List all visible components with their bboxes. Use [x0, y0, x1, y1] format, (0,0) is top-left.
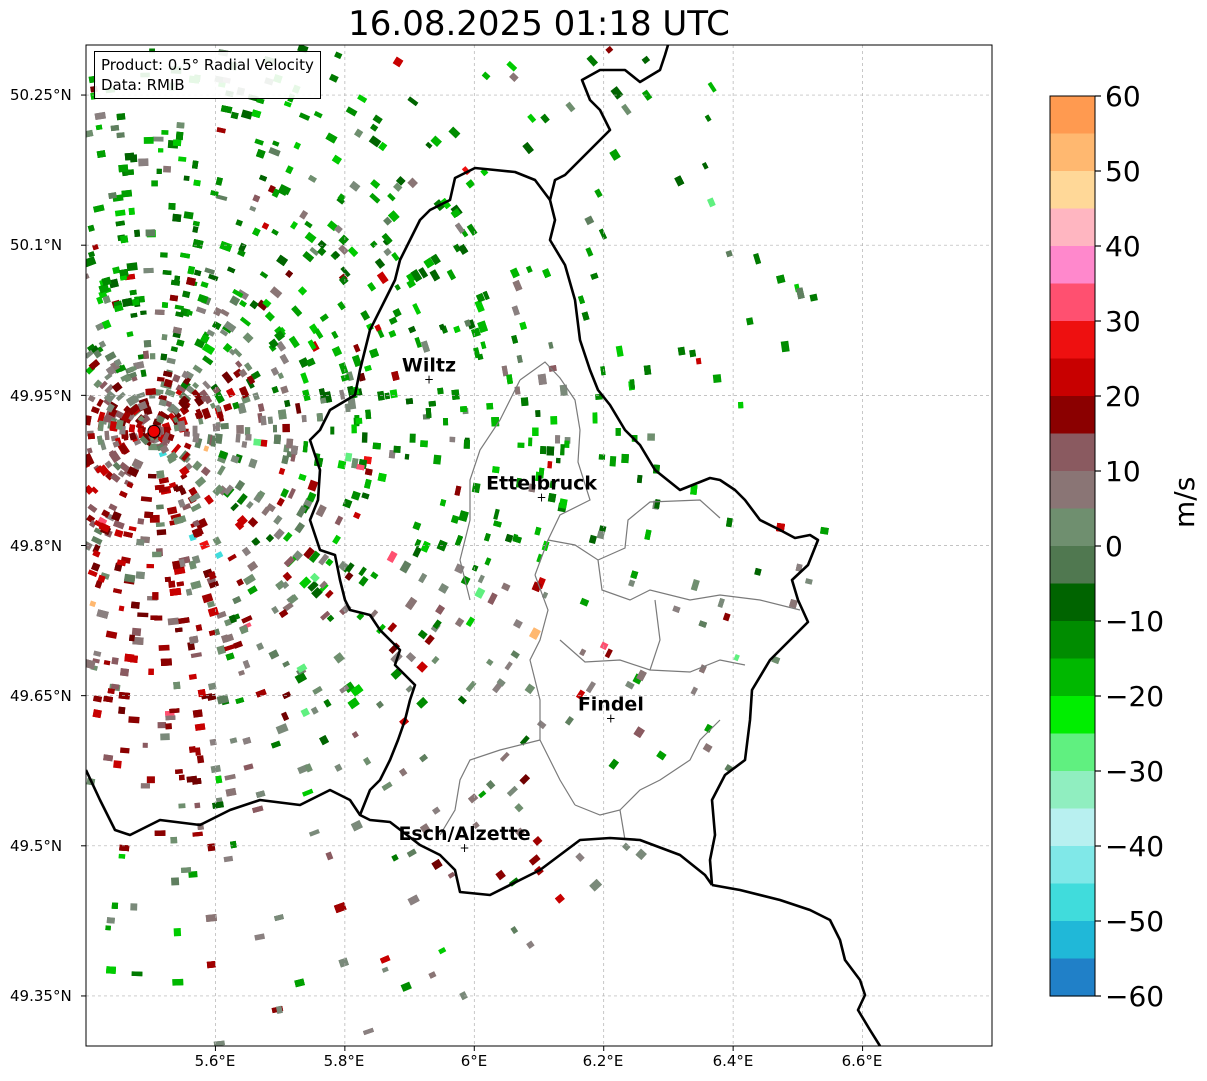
- city-label-3: Esch/Alzette: [398, 823, 530, 845]
- colorbar: [1050, 96, 1095, 997]
- colorbar-swatch: [1050, 771, 1095, 810]
- lon-label-6-6: 6.6°E: [841, 1052, 883, 1070]
- city-marker-2: +: [606, 712, 616, 726]
- colorbar-swatch: [1050, 696, 1095, 735]
- lat-label-49-95: 49.95°N: [10, 387, 72, 405]
- colorbar-label-minus40: −40: [1105, 830, 1165, 863]
- city-label-1: Ettelbruck: [486, 472, 597, 494]
- data-source-label: Data: RMIB: [101, 76, 185, 94]
- lon-label-5-6: 5.6°E: [194, 1052, 236, 1070]
- colorbar-swatch: [1050, 133, 1095, 172]
- city-label-2: Findel: [578, 694, 644, 716]
- colorbar-swatch: [1050, 846, 1095, 885]
- colorbar-swatch: [1050, 658, 1095, 697]
- lat-label-49-65: 49.65°N: [10, 687, 72, 705]
- colorbar-label-30: 30: [1105, 305, 1141, 338]
- city-marker-0: +: [424, 372, 434, 386]
- colorbar-swatch: [1050, 358, 1095, 397]
- radar-site-marker: [147, 424, 161, 438]
- axis-ticks: [81, 94, 864, 1051]
- colorbar-label-10: 10: [1105, 455, 1141, 488]
- colorbar-swatch: [1050, 733, 1095, 772]
- lat-label-49-8: 49.8°N: [10, 537, 63, 555]
- city-label-0: Wiltz: [402, 354, 456, 376]
- colorbar-swatch: [1050, 283, 1095, 322]
- colorbar-label-40: 40: [1105, 230, 1141, 263]
- lon-label-6-2: 6.2°E: [582, 1052, 624, 1070]
- colorbar-label-60: 60: [1105, 80, 1141, 113]
- colorbar-unit-label: m/s: [1168, 476, 1201, 528]
- radar-echoes: [86, 45, 829, 1046]
- colorbar-swatch: [1050, 171, 1095, 210]
- map-title: 16.08.2025 01:18 UTC: [348, 4, 730, 44]
- colorbar-label-minus60: −60: [1105, 980, 1165, 1013]
- colorbar-swatch: [1050, 808, 1095, 847]
- colorbar-label-minus20: −20: [1105, 680, 1165, 713]
- lat-label-49-5: 49.5°N: [10, 837, 63, 855]
- colorbar-swatch: [1050, 96, 1095, 135]
- colorbar-swatch: [1050, 921, 1095, 960]
- lat-label-50-25: 50.25°N: [10, 86, 72, 104]
- lon-label-5-8: 5.8°E: [323, 1052, 365, 1070]
- lat-label-50-1: 50.1°N: [10, 236, 63, 254]
- lon-label-6-4: 6.4°E: [712, 1052, 754, 1070]
- colorbar-label-minus50: −50: [1105, 905, 1165, 938]
- city-marker-3: +: [460, 841, 470, 855]
- national-borders: [86, 45, 882, 1046]
- colorbar-swatch: [1050, 246, 1095, 285]
- product-info-box: Product: 0.5° Radial Velocity Data: RMIB: [94, 51, 321, 99]
- lon-label-6: 6°E: [460, 1052, 488, 1070]
- colorbar-swatch: [1050, 958, 1095, 997]
- colorbar-label-0: 0: [1105, 530, 1123, 563]
- colorbar-swatch: [1050, 583, 1095, 622]
- lat-label-49-35: 49.35°N: [10, 987, 72, 1005]
- colorbar-ticks: [1095, 95, 1101, 997]
- gridlines: [86, 45, 992, 1046]
- city-marker-1: +: [537, 490, 547, 504]
- colorbar-swatch: [1050, 508, 1095, 547]
- colorbar-label-20: 20: [1105, 380, 1141, 413]
- product-label: Product: 0.5° Radial Velocity: [101, 56, 314, 74]
- colorbar-label-minus30: −30: [1105, 755, 1165, 788]
- colorbar-label-50: 50: [1105, 155, 1141, 188]
- colorbar-swatch: [1050, 546, 1095, 585]
- colorbar-swatch: [1050, 883, 1095, 922]
- colorbar-swatch: [1050, 321, 1095, 360]
- colorbar-label-minus10: −10: [1105, 605, 1165, 638]
- city-markers: +Wiltz+Ettelbruck+Findel+Esch/Alzette: [398, 354, 643, 854]
- colorbar-swatch: [1050, 621, 1095, 660]
- colorbar-swatch: [1050, 471, 1095, 510]
- colorbar-swatch: [1050, 208, 1095, 247]
- district-boundaries: [439, 361, 801, 841]
- colorbar-swatch: [1050, 396, 1095, 435]
- colorbar-swatch: [1050, 433, 1095, 472]
